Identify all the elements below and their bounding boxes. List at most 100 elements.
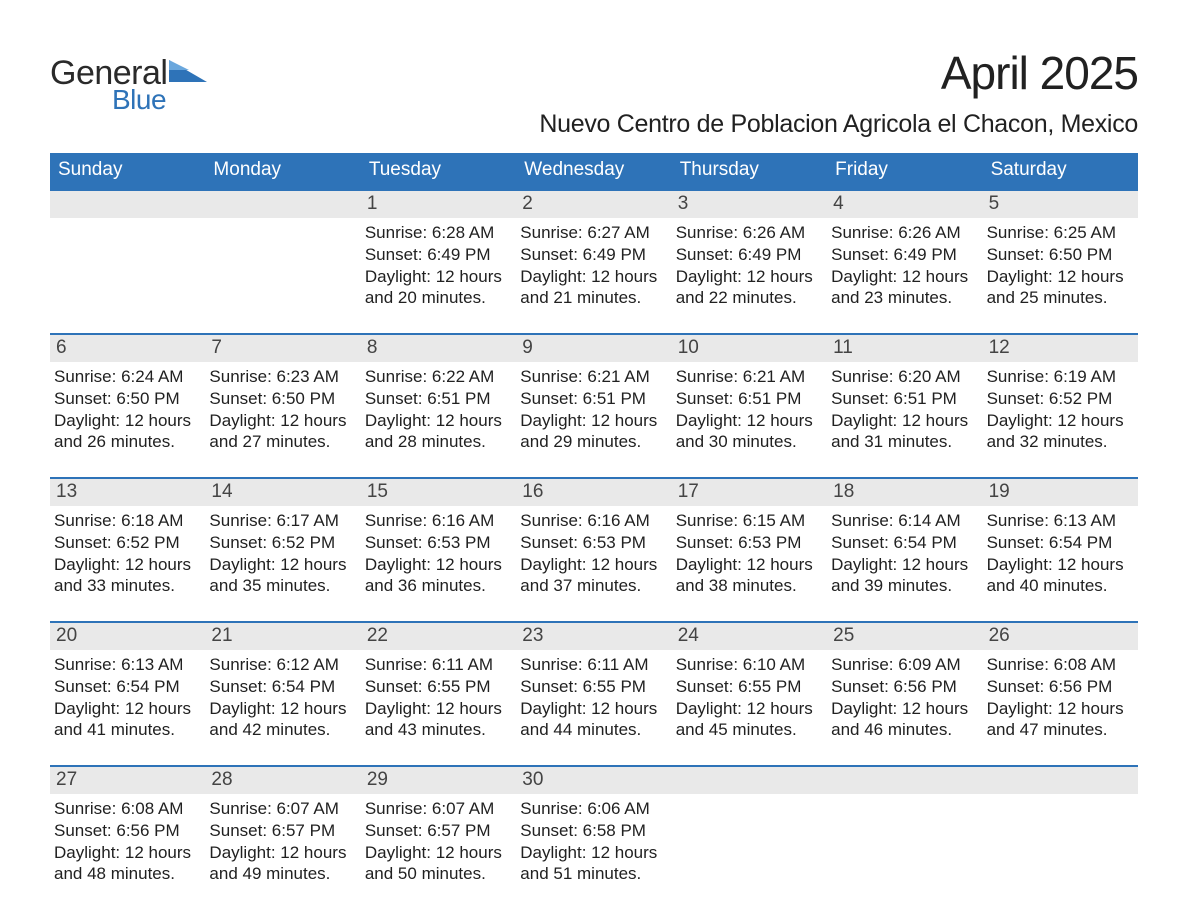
day-number-strip: 27282930 [50, 767, 1138, 794]
day-cell: Sunrise: 6:07 AMSunset: 6:57 PMDaylight:… [205, 794, 360, 889]
location-subtitle: Nuevo Centro de Poblacion Agricola el Ch… [539, 110, 1138, 139]
day-detail-line: Daylight: 12 hours and 39 minutes. [831, 554, 974, 598]
day-detail-line: Sunrise: 6:09 AM [831, 654, 974, 676]
day-detail-line: Daylight: 12 hours and 47 minutes. [987, 698, 1130, 742]
day-number: 8 [361, 335, 516, 362]
day-number: 19 [983, 479, 1138, 506]
day-cell: Sunrise: 6:07 AMSunset: 6:57 PMDaylight:… [361, 794, 516, 889]
day-cell [672, 794, 827, 889]
day-cell [827, 794, 982, 889]
day-detail-line: Daylight: 12 hours and 36 minutes. [365, 554, 508, 598]
day-detail-line: Sunrise: 6:06 AM [520, 798, 663, 820]
day-number: 9 [516, 335, 671, 362]
day-detail-line: Sunset: 6:57 PM [209, 820, 352, 842]
day-cell: Sunrise: 6:24 AMSunset: 6:50 PMDaylight:… [50, 362, 205, 457]
day-detail-line: Daylight: 12 hours and 42 minutes. [209, 698, 352, 742]
calendar-grid: SundayMondayTuesdayWednesdayThursdayFrid… [50, 153, 1138, 889]
day-cell: Sunrise: 6:10 AMSunset: 6:55 PMDaylight:… [672, 650, 827, 745]
day-detail-line: Daylight: 12 hours and 45 minutes. [676, 698, 819, 742]
day-number-strip: 6789101112 [50, 335, 1138, 362]
day-detail-line: Sunset: 6:54 PM [209, 676, 352, 698]
header: General Blue April 2025 Nuevo Centro de … [50, 46, 1138, 139]
day-detail-line: Sunset: 6:49 PM [365, 244, 508, 266]
day-detail-line: Sunset: 6:49 PM [676, 244, 819, 266]
day-detail-line: Daylight: 12 hours and 44 minutes. [520, 698, 663, 742]
day-cell: Sunrise: 6:26 AMSunset: 6:49 PMDaylight:… [827, 218, 982, 313]
day-detail-line: Daylight: 12 hours and 27 minutes. [209, 410, 352, 454]
week-row: 20212223242526Sunrise: 6:13 AMSunset: 6:… [50, 621, 1138, 745]
day-detail-line: Daylight: 12 hours and 35 minutes. [209, 554, 352, 598]
weekday-header: Sunday [50, 153, 205, 189]
day-number [672, 767, 827, 794]
day-cell: Sunrise: 6:21 AMSunset: 6:51 PMDaylight:… [516, 362, 671, 457]
day-detail-line: Sunrise: 6:08 AM [54, 798, 197, 820]
day-detail-line: Sunset: 6:52 PM [209, 532, 352, 554]
day-cell: Sunrise: 6:23 AMSunset: 6:50 PMDaylight:… [205, 362, 360, 457]
day-detail-line: Sunrise: 6:27 AM [520, 222, 663, 244]
day-number: 23 [516, 623, 671, 650]
day-detail-line: Sunrise: 6:26 AM [831, 222, 974, 244]
day-cell: Sunrise: 6:14 AMSunset: 6:54 PMDaylight:… [827, 506, 982, 601]
weekday-header: Tuesday [361, 153, 516, 189]
day-cell: Sunrise: 6:25 AMSunset: 6:50 PMDaylight:… [983, 218, 1138, 313]
day-detail-line: Daylight: 12 hours and 41 minutes. [54, 698, 197, 742]
weekday-header: Wednesday [516, 153, 671, 189]
day-number: 27 [50, 767, 205, 794]
day-detail-line: Sunset: 6:49 PM [520, 244, 663, 266]
day-detail-line: Daylight: 12 hours and 30 minutes. [676, 410, 819, 454]
day-number: 5 [983, 191, 1138, 218]
day-detail-line: Daylight: 12 hours and 49 minutes. [209, 842, 352, 886]
week-row: 6789101112Sunrise: 6:24 AMSunset: 6:50 P… [50, 333, 1138, 457]
day-detail-line: Sunrise: 6:21 AM [676, 366, 819, 388]
day-detail-line: Daylight: 12 hours and 31 minutes. [831, 410, 974, 454]
day-detail-line: Daylight: 12 hours and 51 minutes. [520, 842, 663, 886]
day-detail-line: Daylight: 12 hours and 25 minutes. [987, 266, 1130, 310]
day-detail-line: Daylight: 12 hours and 28 minutes. [365, 410, 508, 454]
day-detail-line: Sunrise: 6:17 AM [209, 510, 352, 532]
day-cell: Sunrise: 6:19 AMSunset: 6:52 PMDaylight:… [983, 362, 1138, 457]
day-detail-line: Sunset: 6:53 PM [676, 532, 819, 554]
month-title: April 2025 [539, 46, 1138, 100]
day-detail-line: Daylight: 12 hours and 29 minutes. [520, 410, 663, 454]
day-detail-line: Sunrise: 6:11 AM [365, 654, 508, 676]
day-detail-line: Sunset: 6:50 PM [54, 388, 197, 410]
day-number: 7 [205, 335, 360, 362]
day-cell: Sunrise: 6:13 AMSunset: 6:54 PMDaylight:… [983, 506, 1138, 601]
day-cell: Sunrise: 6:13 AMSunset: 6:54 PMDaylight:… [50, 650, 205, 745]
day-number-strip: 12345 [50, 191, 1138, 218]
day-detail-line: Sunrise: 6:21 AM [520, 366, 663, 388]
day-detail-line: Sunset: 6:49 PM [831, 244, 974, 266]
day-detail-line: Sunset: 6:52 PM [54, 532, 197, 554]
day-detail-line: Sunset: 6:55 PM [365, 676, 508, 698]
day-number: 4 [827, 191, 982, 218]
day-detail-line: Sunrise: 6:16 AM [520, 510, 663, 532]
day-detail-line: Sunset: 6:53 PM [365, 532, 508, 554]
day-detail-line: Daylight: 12 hours and 20 minutes. [365, 266, 508, 310]
day-detail-line: Daylight: 12 hours and 22 minutes. [676, 266, 819, 310]
day-cell: Sunrise: 6:08 AMSunset: 6:56 PMDaylight:… [983, 650, 1138, 745]
day-detail-line: Sunset: 6:50 PM [209, 388, 352, 410]
day-cell: Sunrise: 6:18 AMSunset: 6:52 PMDaylight:… [50, 506, 205, 601]
day-number: 29 [361, 767, 516, 794]
day-cell: Sunrise: 6:15 AMSunset: 6:53 PMDaylight:… [672, 506, 827, 601]
day-detail-line: Sunset: 6:51 PM [365, 388, 508, 410]
day-detail-line: Daylight: 12 hours and 48 minutes. [54, 842, 197, 886]
day-number: 12 [983, 335, 1138, 362]
day-number: 10 [672, 335, 827, 362]
day-detail-line: Daylight: 12 hours and 33 minutes. [54, 554, 197, 598]
day-number: 3 [672, 191, 827, 218]
day-number [205, 191, 360, 218]
day-detail-line: Sunrise: 6:28 AM [365, 222, 508, 244]
day-detail-line: Sunset: 6:54 PM [987, 532, 1130, 554]
day-number [50, 191, 205, 218]
day-number: 20 [50, 623, 205, 650]
day-detail-line: Sunset: 6:55 PM [520, 676, 663, 698]
day-detail-line: Sunrise: 6:07 AM [209, 798, 352, 820]
weeks-container: 12345Sunrise: 6:28 AMSunset: 6:49 PMDayl… [50, 189, 1138, 889]
day-cell: Sunrise: 6:12 AMSunset: 6:54 PMDaylight:… [205, 650, 360, 745]
weekday-header: Monday [205, 153, 360, 189]
day-cell: Sunrise: 6:16 AMSunset: 6:53 PMDaylight:… [516, 506, 671, 601]
weekday-header: Saturday [983, 153, 1138, 189]
day-detail-line: Daylight: 12 hours and 43 minutes. [365, 698, 508, 742]
calendar-page: General Blue April 2025 Nuevo Centro de … [0, 0, 1188, 909]
